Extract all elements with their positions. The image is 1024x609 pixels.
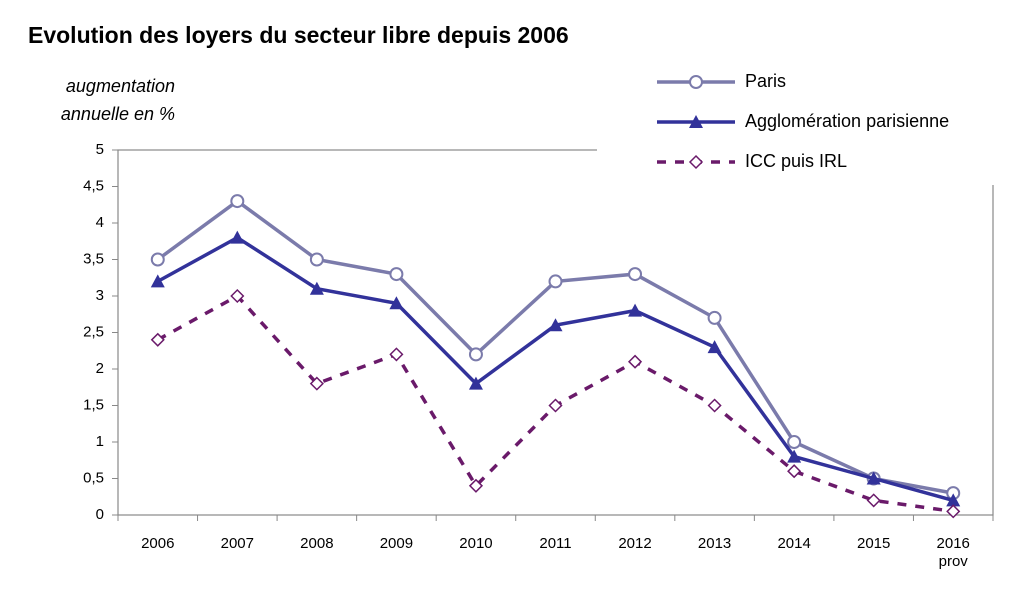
chart-title: Evolution des loyers du secteur libre de… — [28, 22, 569, 48]
point — [150, 252, 165, 267]
point — [309, 252, 324, 267]
point — [628, 303, 643, 317]
point — [787, 435, 802, 449]
point — [946, 504, 961, 519]
y-tick-label: 3,5 — [83, 250, 104, 267]
point — [309, 281, 324, 295]
series-line — [156, 198, 954, 495]
point — [150, 274, 165, 288]
point — [150, 332, 165, 347]
x-tick-label: 2013 — [697, 535, 732, 552]
x-tick-label: 2006 — [141, 535, 175, 552]
x-tick-label: 2014 — [777, 535, 811, 552]
point — [468, 478, 484, 493]
x-tick-label: 2011 — [539, 535, 572, 552]
y-axis-label: augmentation annuelle en % — [60, 76, 175, 124]
x-tick-label: 2012 — [618, 535, 652, 552]
y-tick-label: 5 — [96, 141, 104, 158]
legend-label: Agglomération parisienne — [745, 111, 949, 131]
point — [548, 398, 563, 413]
legend-label: Paris — [745, 71, 786, 91]
point — [707, 340, 722, 354]
point — [468, 347, 483, 362]
x-tick-label: 2007 — [220, 535, 254, 552]
x-tick-label: 2008 — [300, 535, 334, 552]
y-tick-label: 1,5 — [83, 396, 104, 413]
y-tick-label: 3 — [96, 287, 104, 304]
point — [787, 464, 802, 479]
point — [866, 493, 881, 508]
x-tick-label: 2009 — [379, 535, 414, 552]
point — [468, 376, 483, 390]
y-tick-label: 4,5 — [83, 177, 104, 194]
point — [230, 194, 245, 209]
point — [309, 376, 324, 391]
y-tick-label: 2,5 — [83, 323, 104, 340]
point — [707, 310, 722, 325]
point — [548, 274, 563, 289]
point — [548, 318, 563, 332]
y-tick-label: 4 — [96, 214, 104, 231]
point — [787, 449, 802, 463]
plot-frame — [117, 149, 994, 516]
point — [707, 398, 722, 413]
point — [689, 115, 703, 128]
y-tick-label: 2 — [96, 360, 104, 377]
x-tick-label: 2015 — [856, 535, 891, 552]
point — [230, 230, 245, 244]
x-tick-label: 2010 — [459, 535, 493, 552]
point — [946, 493, 961, 507]
point — [389, 347, 404, 362]
y-tick-label: 1 — [96, 433, 104, 450]
legend-label: ICC puis IRL — [745, 151, 847, 171]
point — [688, 154, 704, 170]
x-tick-label: 2016 prov — [936, 535, 970, 570]
point — [866, 471, 881, 485]
point — [389, 267, 404, 282]
y-tick-label: 0 — [96, 506, 104, 523]
point — [628, 267, 643, 282]
point — [389, 296, 404, 310]
point — [689, 75, 703, 89]
y-tick-label: 0,5 — [83, 469, 104, 486]
point — [230, 288, 245, 304]
point — [627, 354, 643, 369]
